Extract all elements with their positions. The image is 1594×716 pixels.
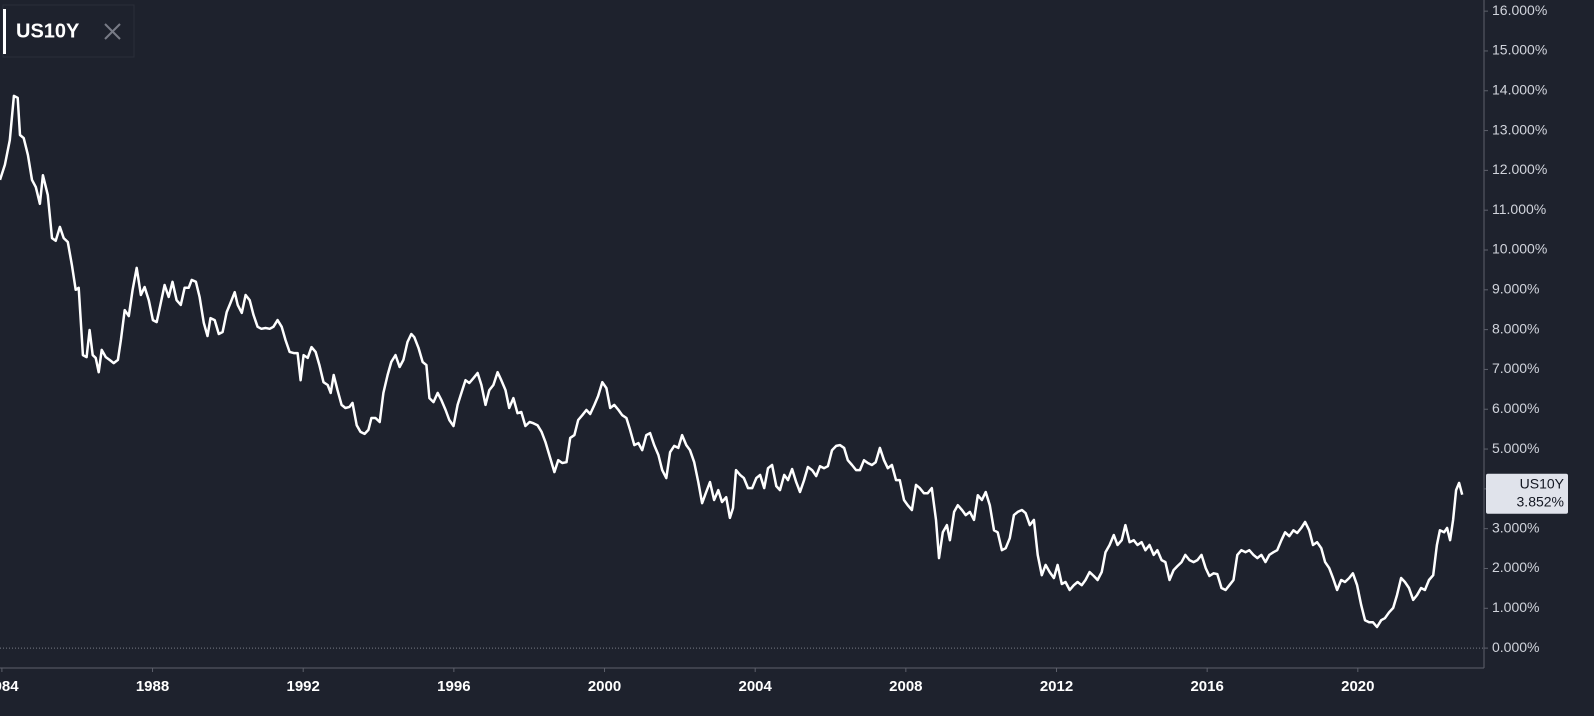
legend-label: US10Y	[16, 20, 80, 42]
y-tick-label: 9.000%	[1492, 281, 1539, 297]
x-tick-label: 2000	[588, 678, 621, 695]
x-tick-label: 2008	[889, 678, 922, 695]
price-label-box	[1486, 473, 1568, 514]
y-tick-label: 7.000%	[1492, 360, 1539, 376]
y-tick-label: 8.000%	[1492, 320, 1539, 336]
price-label-name: US10Y	[1520, 475, 1565, 491]
x-tick-label: 2020	[1341, 678, 1374, 695]
x-tick-label: 1984	[0, 678, 19, 695]
price-label-value: 3.852%	[1517, 493, 1564, 509]
y-tick-label: 14.000%	[1492, 81, 1547, 97]
plot-area	[0, 94, 1484, 649]
y-tick-label: 13.000%	[1492, 121, 1547, 137]
y-tick-label: 10.000%	[1492, 241, 1547, 257]
x-tick-label: 1992	[287, 678, 320, 695]
x-tick-label: 2004	[738, 678, 772, 695]
legend-swatch	[3, 9, 6, 54]
legend[interactable]: US10Y	[2, 4, 135, 58]
y-tick-label: 3.000%	[1492, 519, 1539, 535]
y-tick-label: 1.000%	[1492, 599, 1539, 615]
y-tick-label: 2.000%	[1492, 559, 1539, 575]
y-tick-label: 16.000%	[1492, 2, 1547, 18]
y-tick-label: 12.000%	[1492, 161, 1547, 177]
line	[0, 94, 1464, 629]
close-icon[interactable]	[104, 23, 121, 40]
y-tick-label: 5.000%	[1492, 440, 1539, 456]
x-tick-label: 2016	[1190, 678, 1223, 695]
x-tick-label: 1988	[136, 678, 169, 695]
y-tick-label: 11.000%	[1492, 201, 1546, 217]
x-tick-label: 1996	[437, 678, 470, 695]
y-tick-label: 15.000%	[1492, 42, 1547, 58]
y-tick-label: 6.000%	[1492, 400, 1539, 416]
x-tick-label: 2012	[1040, 678, 1073, 695]
y-tick-label: 0.000%	[1492, 639, 1539, 655]
